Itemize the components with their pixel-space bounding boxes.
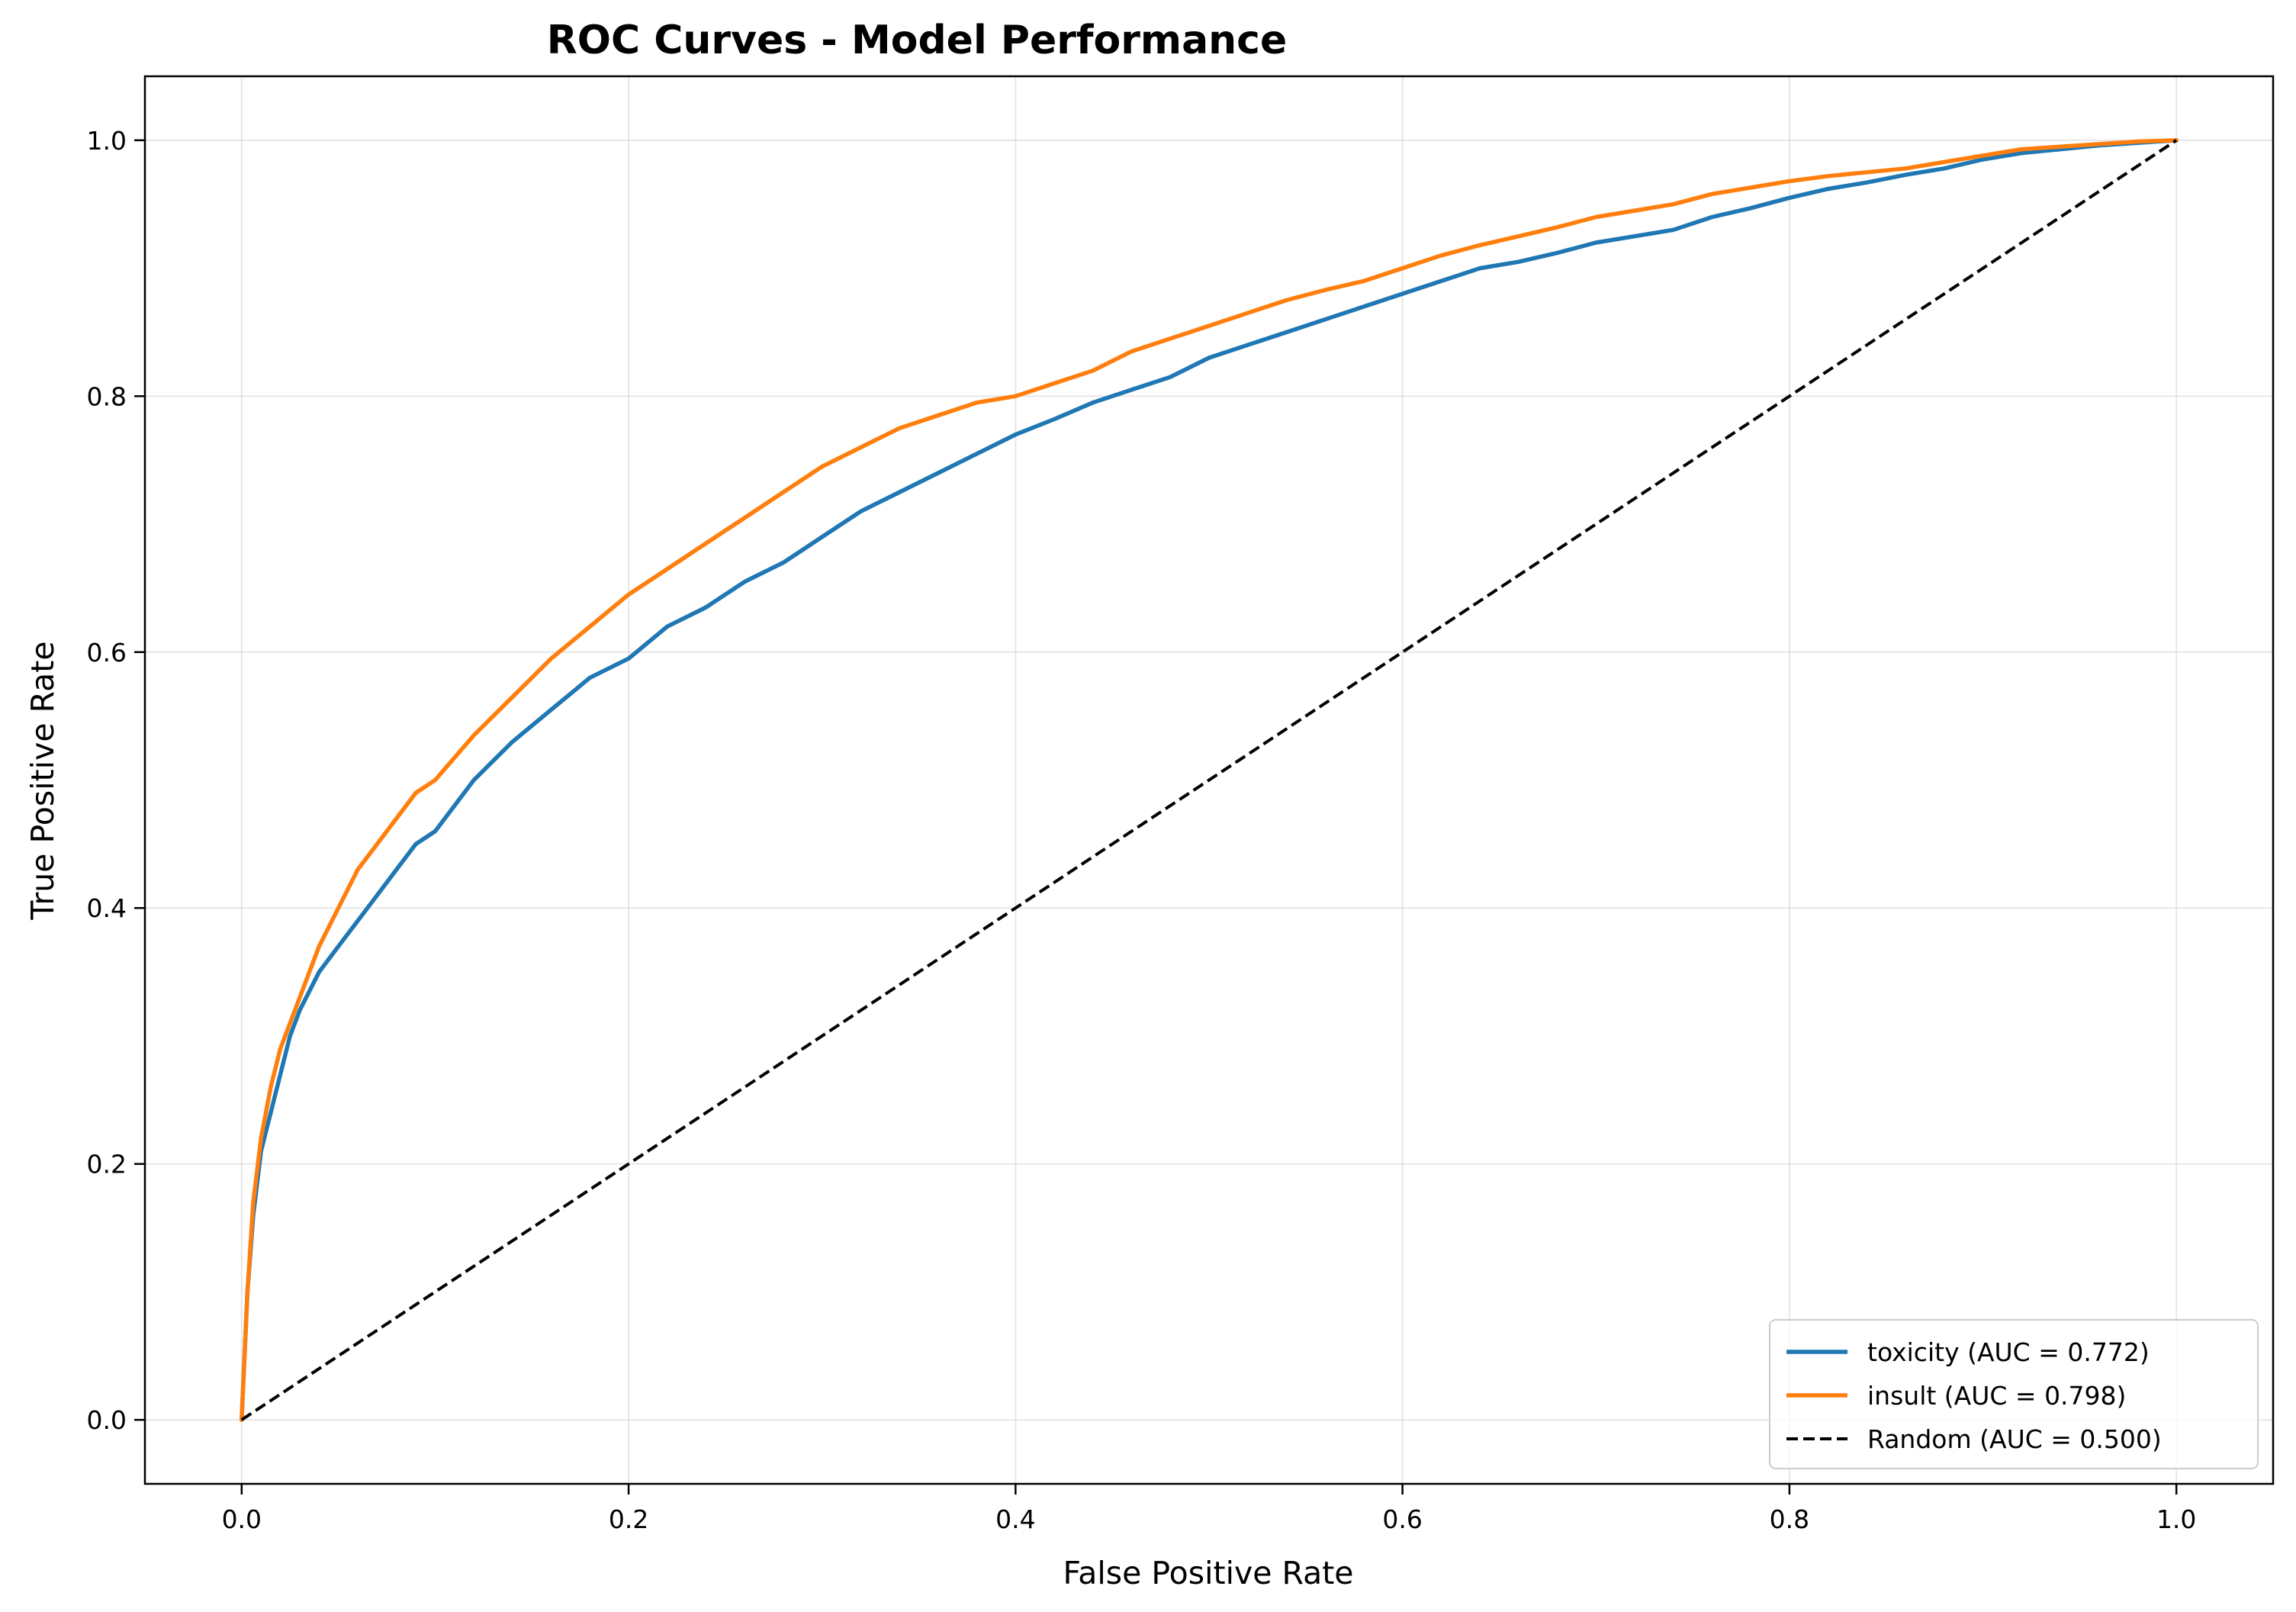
chart-title: ROC Curves - Model Performance: [547, 18, 1288, 63]
x-tick-label: 0.0: [222, 1504, 262, 1534]
insult-series-line: [240, 138, 2179, 1422]
x-axis-label: False Positive Rate: [1063, 1555, 1353, 1591]
legend-label-toxicity: toxicity (AUC = 0.772): [1867, 1337, 2150, 1367]
grid: [145, 76, 2273, 1484]
legend: toxicity (AUC = 0.772) insult (AUC = 0.79…: [1769, 1319, 2259, 1469]
x-tick-label: 1.0: [2156, 1504, 2196, 1534]
y-axis-label: True Positive Rate: [24, 641, 61, 920]
y-tick-label: 0.0: [87, 1405, 127, 1435]
legend-label-random: Random (AUC = 0.500): [1867, 1424, 2162, 1454]
random-series-line: [240, 139, 2178, 1421]
legend-label-insult: insult (AUC = 0.798): [1867, 1381, 2126, 1411]
plot-area: [240, 138, 2179, 1422]
legend-box: [1769, 1319, 2259, 1469]
toxicity-series-line: [240, 138, 2179, 1422]
y-tick-label: 0.4: [87, 893, 127, 923]
x-tick-label: 0.4: [995, 1504, 1035, 1534]
axes-frame: [143, 75, 2275, 1485]
x-tick-label: 0.8: [1770, 1504, 1809, 1534]
y-tick-label: 0.8: [87, 381, 127, 411]
x-tick-label: 0.2: [609, 1504, 648, 1534]
y-tick-label: 0.6: [87, 638, 127, 668]
y-tick-label: 0.2: [87, 1150, 127, 1179]
axes: 0.0 0.2 0.4 0.6 0.8 1.0 0.0 0.2 0.4 0.6 0.8 1.0: [87, 75, 2275, 1534]
y-tick-label: 1.0: [87, 126, 127, 156]
x-tick-label: 0.6: [1382, 1504, 1422, 1534]
